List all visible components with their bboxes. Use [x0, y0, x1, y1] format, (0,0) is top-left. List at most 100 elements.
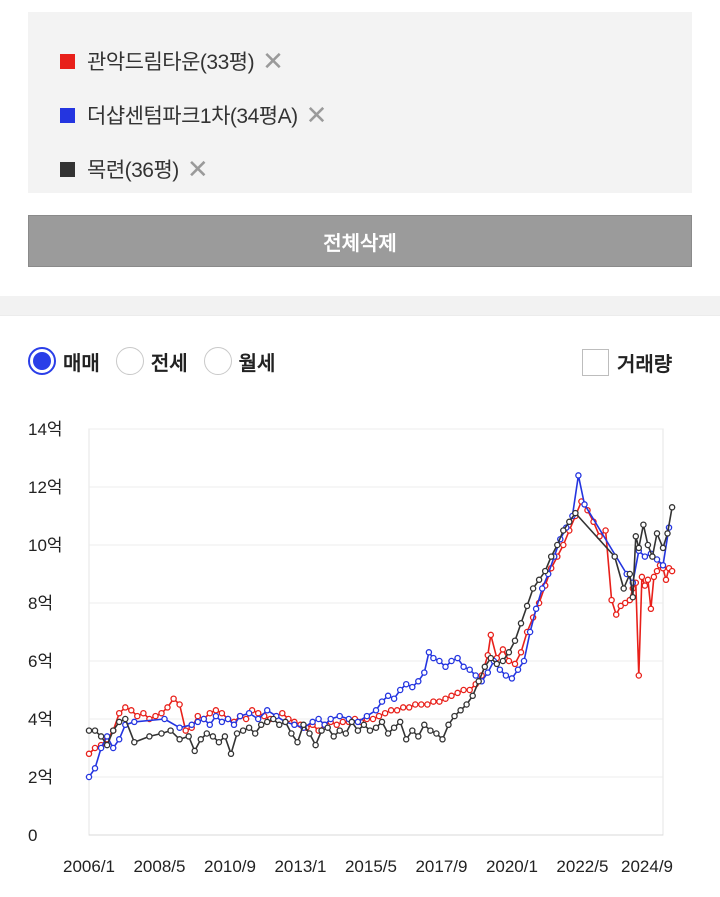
data-point [454, 689, 461, 697]
x-tick-label: 2013/1 [274, 857, 326, 876]
data-point [97, 744, 105, 752]
x-tick-label: 2015/5 [345, 857, 397, 876]
data-point [366, 727, 374, 734]
data-point [402, 680, 410, 688]
data-point [575, 472, 582, 479]
trade-type-radio-group: 매매 전세 월세 [28, 346, 291, 376]
data-point [621, 599, 629, 607]
data-point [418, 701, 425, 708]
data-point [644, 541, 652, 549]
data-point [547, 553, 555, 560]
data-point [499, 646, 507, 653]
data-point [176, 724, 183, 731]
data-point [218, 718, 226, 726]
data-point [487, 654, 495, 662]
data-point [161, 715, 168, 723]
data-point [206, 709, 214, 717]
data-point [245, 724, 253, 731]
data-point [451, 712, 458, 720]
data-point [617, 602, 624, 610]
data-point [632, 533, 640, 540]
data-point [641, 553, 649, 560]
data-point [421, 721, 428, 729]
data-point [339, 718, 347, 726]
checkbox-label: 거래량 [617, 354, 673, 376]
data-point [336, 727, 343, 734]
data-point [85, 750, 93, 758]
data-point [502, 672, 510, 679]
data-point [191, 747, 198, 755]
data-point [484, 669, 492, 676]
data-point [140, 709, 147, 717]
data-point [659, 544, 667, 552]
data-point [363, 712, 371, 720]
data-point [511, 637, 519, 644]
data-point [487, 631, 495, 639]
section-divider [0, 296, 720, 316]
radio-option-sale[interactable]: 매매 [28, 347, 100, 376]
y-tick-label: 8억 [28, 594, 53, 613]
data-point [176, 736, 183, 743]
data-point [263, 707, 271, 714]
delete-all-button[interactable]: 전체삭제 [28, 215, 692, 267]
x-tick-label: 2006/1 [63, 857, 115, 876]
data-point [514, 666, 522, 673]
legend-item-centum-park: 더샵센텀파크1차(34평A) ✕ [60, 100, 327, 130]
data-point [436, 698, 443, 705]
data-point [242, 715, 250, 723]
data-point [448, 692, 455, 700]
x-tick-label: 2020/1 [486, 857, 538, 876]
data-point [475, 678, 482, 685]
data-point [463, 701, 470, 708]
x-tick-label: 2024/9 [621, 857, 673, 876]
data-point [233, 730, 241, 737]
data-point [236, 712, 244, 720]
data-point [327, 715, 334, 723]
data-point [194, 718, 202, 726]
x-tick-label: 2008/5 [133, 857, 185, 876]
data-point [647, 605, 655, 613]
data-point [254, 709, 262, 717]
data-point [466, 686, 473, 694]
data-point [152, 712, 159, 720]
y-tick-label: 12억 [28, 478, 63, 497]
volume-checkbox[interactable]: 거래량 [582, 348, 672, 377]
data-point [188, 721, 195, 729]
close-icon[interactable]: ✕ [186, 154, 209, 184]
data-point [176, 701, 183, 708]
data-point [442, 695, 449, 702]
radio-label: 전세 [150, 352, 188, 375]
radio-unchecked-icon[interactable] [203, 347, 232, 375]
close-icon[interactable]: ✕ [262, 46, 284, 76]
data-point [409, 683, 416, 691]
x-tick-label: 2010/9 [204, 857, 256, 876]
data-point [535, 576, 543, 584]
legend-item-gwanak: 관악드림타운(33평) ✕ [60, 46, 284, 76]
checkbox-unchecked-icon[interactable] [582, 349, 609, 376]
data-point [508, 675, 516, 682]
radio-option-jeonse[interactable]: 전세 [115, 347, 188, 376]
data-point [164, 704, 171, 711]
radio-unchecked-icon[interactable] [115, 347, 144, 375]
data-point [103, 741, 111, 749]
data-point [245, 709, 253, 717]
radio-option-monthly-rent[interactable]: 월세 [203, 347, 275, 376]
data-point [309, 718, 316, 726]
data-point [215, 738, 223, 746]
data-point [167, 727, 174, 734]
data-point [170, 695, 177, 702]
data-point [158, 730, 165, 737]
data-point [109, 744, 117, 752]
data-point [348, 718, 356, 726]
data-point [279, 709, 286, 717]
data-point [206, 721, 214, 729]
legend-item-mokryeon: 목련(36평) ✕ [60, 154, 209, 184]
close-icon[interactable]: ✕ [305, 100, 328, 130]
data-point [409, 727, 416, 734]
radio-checked-icon[interactable] [28, 347, 56, 375]
data-point [218, 709, 226, 717]
plot-area [88, 428, 664, 836]
data-point [602, 527, 609, 534]
radio-label: 매매 [63, 352, 100, 375]
data-point [85, 773, 93, 781]
